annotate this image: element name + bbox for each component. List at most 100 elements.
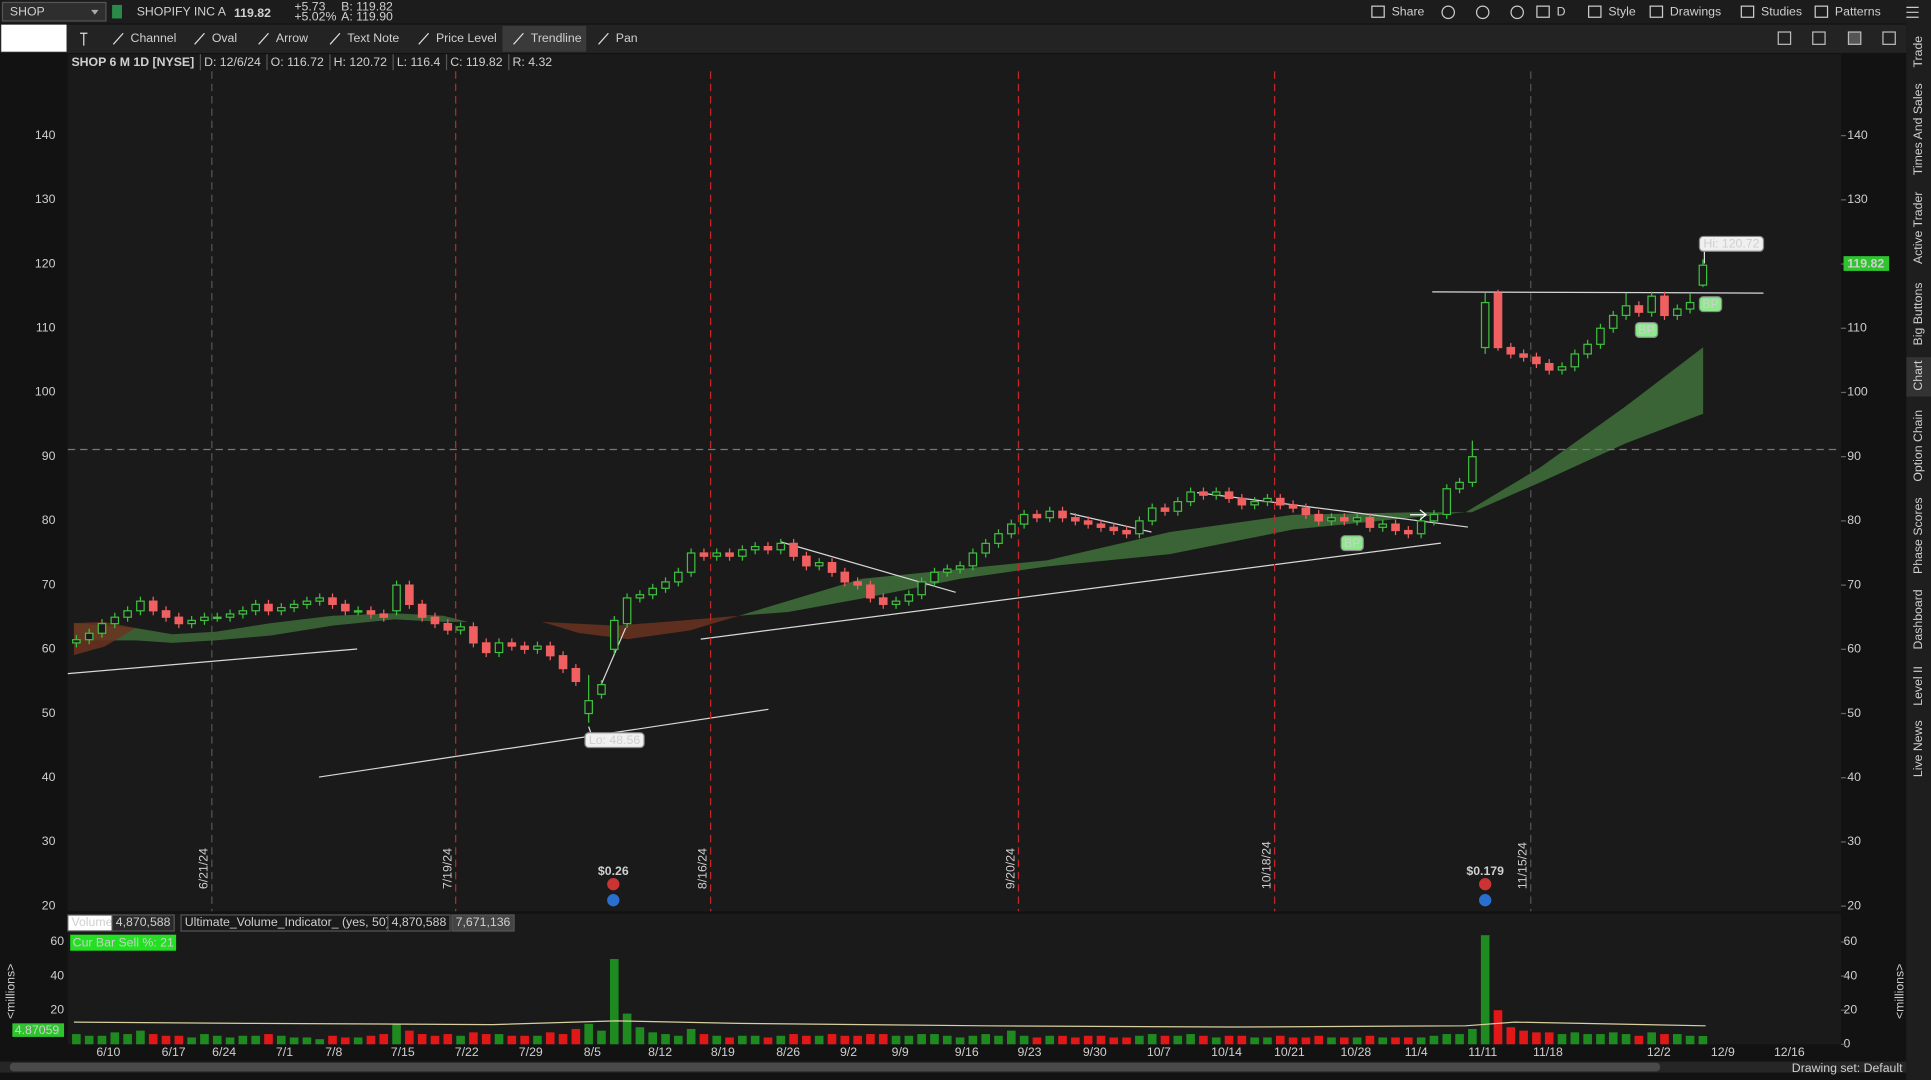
y-tick-label: 120 (35, 256, 56, 270)
dividend-icon[interactable] (607, 894, 620, 907)
volume-bar (1532, 1032, 1541, 1045)
view-icon[interactable] (1882, 31, 1896, 45)
volume-bar (981, 1034, 991, 1045)
volume-bar (161, 1035, 171, 1045)
trendline[interactable] (67, 648, 358, 675)
tool-button[interactable]: Trendline (531, 31, 582, 45)
trendline[interactable] (700, 542, 1441, 640)
tool-button[interactable]: Text Note (347, 31, 399, 45)
candle-body (558, 655, 568, 670)
tool-button[interactable]: Channel (131, 31, 177, 45)
label: Lo: 48.56 (589, 733, 640, 747)
candle-body (1480, 301, 1490, 349)
arrow-drawing[interactable] (1410, 509, 1428, 521)
label-box (1634, 322, 1659, 339)
volume-bar (699, 1034, 709, 1045)
volume-bar (379, 1034, 389, 1045)
top-button-icon[interactable] (1371, 5, 1385, 18)
view-icon[interactable] (1812, 31, 1826, 45)
header-item: H: 120.72 (334, 55, 387, 69)
sidebar-tab[interactable]: Chart (1911, 360, 1925, 391)
symbol-box[interactable] (1, 1, 107, 22)
tool-button[interactable]: Pan (616, 31, 638, 45)
volume-bar (1275, 1035, 1285, 1045)
top-button-icon[interactable] (1814, 5, 1829, 18)
trendline[interactable] (1432, 291, 1764, 294)
scroll-thumb[interactable] (9, 1062, 1661, 1072)
volume-bar (1339, 1037, 1349, 1045)
volume-bar (1301, 1037, 1311, 1045)
volume-bar (405, 1030, 414, 1045)
tool-button[interactable]: Price Level (436, 31, 497, 45)
menu-icon[interactable] (1906, 6, 1919, 18)
top-button[interactable]: Patterns (1835, 5, 1881, 19)
trendline[interactable] (597, 627, 627, 692)
top-button-icon[interactable] (1536, 5, 1550, 18)
candle-body (72, 639, 81, 644)
earnings-icon[interactable] (607, 878, 620, 891)
sidebar-tab[interactable]: Level II (1911, 666, 1925, 706)
top-button[interactable]: D (1557, 5, 1566, 19)
sidebar-tab[interactable]: Phase Scores (1911, 497, 1925, 574)
top-button[interactable]: Style (1608, 5, 1635, 19)
candle-body (1096, 523, 1106, 528)
volume-bar (648, 1032, 658, 1045)
trendline[interactable] (318, 708, 769, 778)
candle-body (1404, 529, 1413, 535)
header-item: SHOP 6 M 1D [NYSE] (71, 55, 194, 69)
tool-icon[interactable] (418, 32, 430, 45)
sidebar-tab[interactable]: Dashboard (1911, 589, 1925, 649)
volume-bar (1019, 1035, 1029, 1045)
volume-bar (584, 1023, 593, 1045)
symbol[interactable]: SHOP (10, 5, 45, 19)
top-button[interactable]: Drawings (1670, 5, 1721, 19)
ma-cloud (738, 512, 1466, 616)
candle-body (686, 552, 696, 573)
candle-body (430, 616, 440, 625)
candle-body (1557, 366, 1567, 371)
tool-button[interactable]: Arrow (276, 31, 308, 45)
ma-cloud (73, 613, 468, 643)
top-button-icon[interactable] (1588, 5, 1602, 18)
volume-bar (1211, 1037, 1221, 1045)
top-icon[interactable] (1510, 5, 1524, 20)
sidebar-tab[interactable]: Big Buttons (1911, 283, 1925, 346)
sidebar-tab[interactable]: Times And Sales (1911, 83, 1925, 175)
view-icon[interactable] (1847, 31, 1862, 45)
top-button-icon[interactable] (1649, 5, 1664, 18)
top-icon[interactable] (1475, 5, 1490, 20)
tool-icon[interactable] (112, 32, 124, 45)
top-button[interactable]: Share (1392, 5, 1425, 19)
top-icon[interactable] (1441, 5, 1456, 20)
top-button[interactable]: Studies (1761, 5, 1802, 19)
volume-y-tick-label: 60 (50, 934, 64, 948)
candle-body (1339, 517, 1349, 522)
view-icon[interactable] (1777, 31, 1792, 45)
volume-header-item: 4,870,588 (116, 915, 171, 929)
sidebar-tab[interactable]: Active Trader (1911, 192, 1925, 264)
expiration-label: 9/20/24 (1003, 848, 1017, 889)
sidebar-tab[interactable]: Trade (1911, 36, 1925, 68)
volume-bar (1224, 1035, 1234, 1045)
trendline[interactable] (780, 541, 956, 593)
tool-icon[interactable] (329, 32, 341, 45)
toolbar-blank (1, 24, 67, 52)
sidebar-tab[interactable]: Option Chain (1911, 410, 1925, 482)
earnings-icon[interactable] (1479, 878, 1492, 891)
tool-icon[interactable] (598, 32, 609, 45)
tool-icon[interactable] (194, 32, 205, 45)
dividend-icon[interactable] (1479, 894, 1492, 907)
top-button-icon[interactable] (1740, 5, 1755, 18)
candle-body (699, 552, 709, 557)
volume-bar (674, 1035, 683, 1045)
sidebar-tab[interactable]: Live News (1911, 720, 1925, 777)
tool-icon[interactable] (513, 32, 524, 45)
tool-icon[interactable] (258, 32, 269, 45)
pin-icon[interactable] (80, 32, 88, 46)
tool-button[interactable]: Oval (212, 31, 237, 45)
candle-body (955, 565, 965, 570)
candle-body (1672, 308, 1682, 317)
y-tick-label: 130 (35, 192, 56, 206)
volume-bar (533, 1035, 542, 1045)
x-tick-label: 10/21 (1274, 1045, 1305, 1059)
